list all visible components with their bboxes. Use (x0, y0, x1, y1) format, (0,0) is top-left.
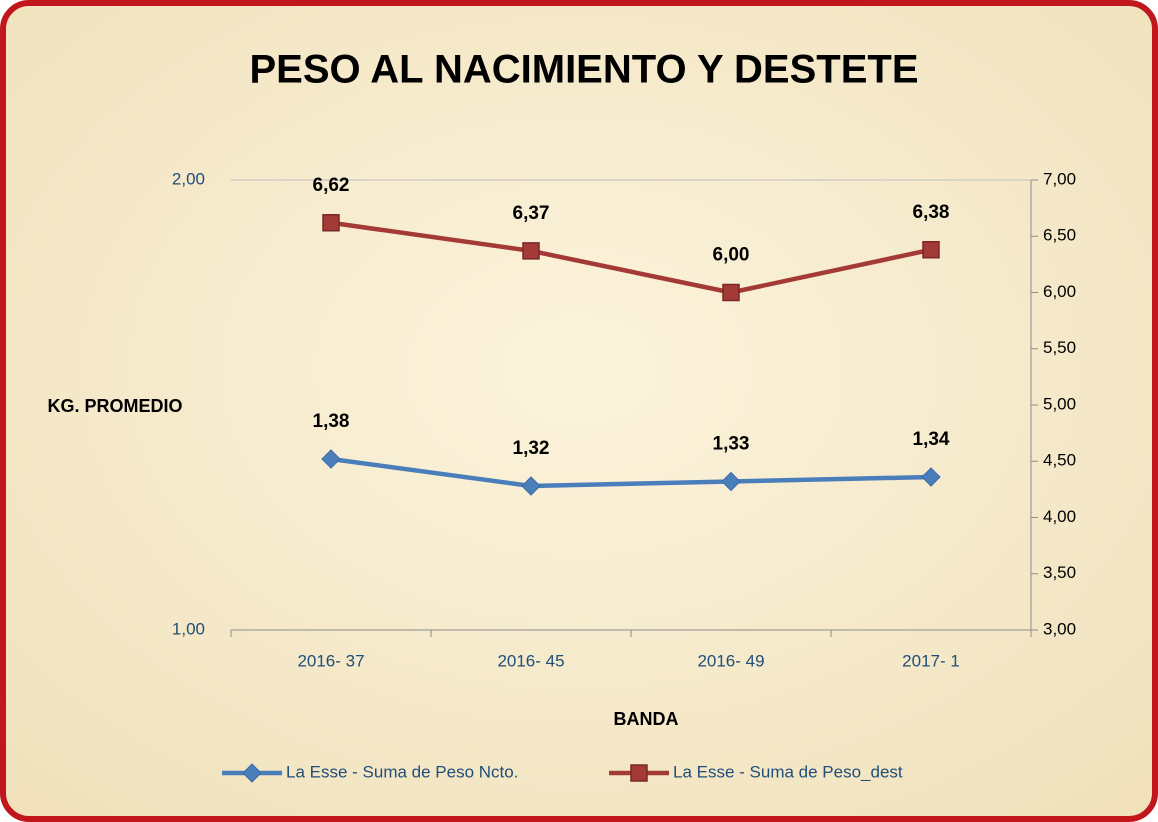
y-tick-label: 2,00 (172, 169, 205, 188)
y2-tick-label: 4,00 (1043, 507, 1076, 526)
series-line (330, 220, 932, 295)
legend-marker (630, 764, 648, 782)
y-axis-label: KG. PROMEDIO (47, 396, 182, 416)
x-tick-label: 2016- 37 (297, 651, 364, 670)
legend-label: La Esse - Suma de Peso_dest (673, 762, 903, 781)
y-tick-label: 1,00 (172, 619, 205, 638)
point-marker (521, 476, 541, 496)
x-tick-label: 2016- 49 (697, 651, 764, 670)
point-marker (721, 471, 741, 492)
data-label: 1,34 (913, 429, 950, 450)
y2-tick-label: 6,00 (1043, 282, 1076, 301)
legend-marker (242, 763, 262, 783)
y2-tick-label: 5,50 (1043, 338, 1076, 357)
point-marker (522, 242, 540, 260)
data-label: 6,37 (513, 203, 550, 224)
point-marker (321, 449, 341, 469)
x-axis-label: BANDA (614, 709, 679, 729)
y2-tick-label: 5,00 (1043, 394, 1076, 413)
y2-tick-label: 3,50 (1043, 563, 1076, 582)
y2-tick-label: 3,00 (1043, 619, 1076, 638)
point-marker (322, 214, 340, 232)
y2-tick-label: 4,50 (1043, 451, 1076, 470)
x-tick-label: 2017- 1 (902, 651, 960, 670)
data-label: 1,38 (313, 411, 350, 432)
data-label: 6,00 (713, 245, 750, 266)
y2-tick-label: 7,00 (1043, 169, 1076, 188)
point-marker (921, 467, 941, 487)
series-line (330, 456, 932, 489)
chart-title: PESO AL NACIMIENTO Y DESTETE (249, 48, 918, 92)
x-tick-label: 2016- 45 (497, 651, 564, 670)
data-label: 6,62 (313, 175, 350, 196)
y2-tick-label: 6,50 (1043, 226, 1076, 245)
data-label: 6,38 (913, 202, 950, 223)
point-marker (922, 241, 940, 259)
legend-label: La Esse - Suma de Peso Ncto. (286, 762, 518, 781)
data-label: 1,33 (713, 434, 750, 455)
data-label: 1,32 (513, 438, 550, 459)
point-marker (722, 283, 740, 302)
